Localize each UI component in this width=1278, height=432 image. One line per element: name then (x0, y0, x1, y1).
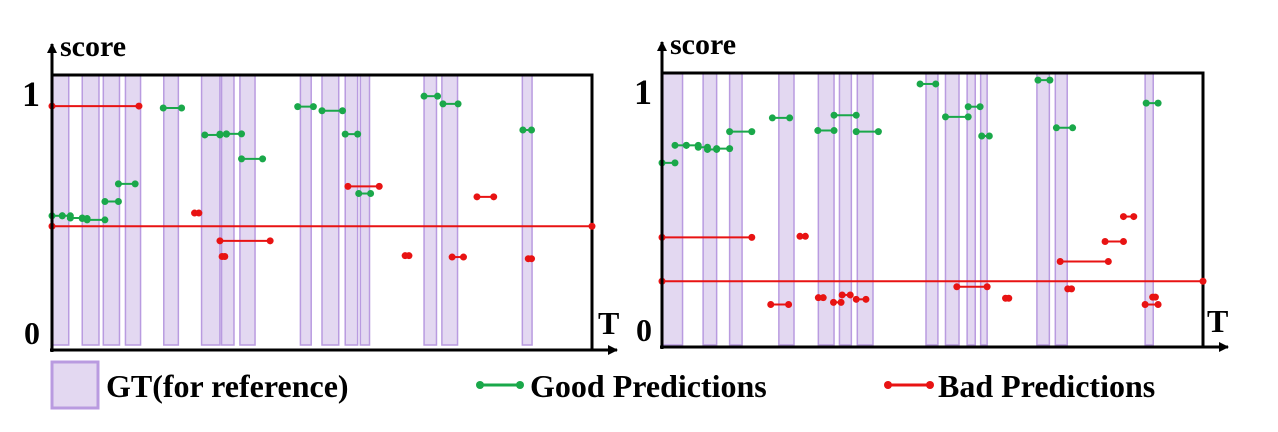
good-prediction (713, 145, 734, 153)
good-prediction (916, 80, 940, 88)
x-axis-label: T (598, 305, 619, 341)
bad-prediction (401, 252, 413, 260)
y-tick-top: 1 (22, 74, 40, 114)
good-prediction (768, 114, 794, 122)
good-prediction (1142, 99, 1162, 107)
legend-good-marker (476, 381, 524, 389)
bad-prediction (767, 301, 793, 309)
bad-prediction (796, 232, 809, 240)
bad-prediction (1141, 301, 1162, 309)
good-prediction (814, 127, 838, 135)
good-prediction (101, 198, 122, 205)
bad-prediction (1101, 238, 1127, 246)
good-prediction (830, 111, 860, 119)
bad-prediction (829, 298, 845, 306)
gt-region (299, 74, 312, 346)
bad-prediction (473, 193, 498, 201)
gt-regions (51, 74, 533, 346)
bad-prediction (1119, 213, 1138, 221)
good-predictions (658, 76, 1162, 167)
gt-region (124, 74, 142, 346)
bad-prediction (218, 253, 229, 260)
bad-prediction (1149, 293, 1159, 301)
gt-region (344, 74, 359, 346)
gt-region (81, 74, 100, 346)
gt-region (441, 74, 459, 346)
y-tick-top: 1 (634, 72, 652, 112)
bad-prediction (48, 222, 596, 230)
bad-prediction (524, 255, 536, 263)
y-axis-label: score (670, 28, 736, 61)
chart-panel-right: score T 1 0 (634, 28, 1229, 352)
bad-prediction (838, 291, 854, 299)
gt-region (423, 74, 438, 346)
bad-prediction (448, 253, 467, 261)
y-tick-bottom: 0 (636, 312, 652, 348)
good-predictions (48, 92, 536, 224)
y-axis-label: score (60, 30, 126, 63)
gt-region (220, 74, 235, 346)
bad-prediction (1002, 294, 1013, 302)
bad-prediction (191, 209, 203, 217)
good-prediction (341, 130, 362, 138)
gt-region (944, 72, 960, 346)
gt-region (200, 74, 221, 346)
bad-prediction (216, 237, 274, 245)
good-prediction (1034, 76, 1054, 84)
x-axis-label: T (1207, 303, 1228, 339)
good-prediction (222, 130, 246, 138)
y-tick-bottom: 0 (24, 315, 40, 351)
gt-region (359, 74, 371, 346)
good-prediction (238, 155, 267, 163)
good-prediction (941, 113, 972, 121)
bad-predictions (658, 213, 1207, 309)
good-prediction (114, 180, 139, 188)
good-prediction (726, 128, 756, 136)
bad-prediction (852, 295, 870, 303)
gt-region (925, 72, 939, 346)
gt-regions (661, 72, 1154, 346)
good-prediction (83, 216, 109, 224)
good-prediction (159, 104, 186, 112)
good-prediction (355, 190, 375, 198)
bad-prediction (953, 283, 991, 291)
legend-gt-swatch (50, 360, 100, 410)
gt-region (1036, 72, 1051, 346)
legend-good-label: Good Predictions (530, 368, 767, 404)
gt-region (163, 74, 180, 346)
good-prediction (978, 132, 993, 140)
bad-prediction (1064, 285, 1076, 293)
gt-region (702, 72, 718, 346)
gt-region (102, 74, 121, 346)
good-prediction (420, 92, 442, 100)
gt-region (51, 74, 70, 346)
legend-gt-label: GT(for reference) (106, 368, 349, 404)
good-prediction (658, 159, 679, 167)
gt-region (856, 72, 874, 346)
bad-prediction (344, 182, 383, 190)
gt-region (661, 72, 684, 346)
bad-predictions (48, 102, 596, 263)
good-prediction (1052, 124, 1077, 132)
legend: GT(for reference) Good Predictions Bad P… (50, 360, 1155, 410)
gt-region (521, 74, 533, 346)
gt-region (239, 74, 256, 346)
legend-bad-label: Bad Predictions (938, 368, 1155, 404)
good-prediction (294, 103, 317, 111)
legend-bad-marker (884, 381, 934, 389)
gt-region (321, 74, 340, 346)
good-prediction (519, 126, 536, 134)
bad-prediction (814, 294, 827, 302)
good-prediction (852, 128, 882, 136)
good-prediction (964, 103, 984, 111)
gt-region (979, 72, 988, 346)
good-prediction (439, 100, 462, 108)
bad-prediction (1056, 258, 1112, 266)
gt-region (1054, 72, 1068, 346)
chart-panel-left: score T 1 0 (22, 30, 619, 355)
good-prediction (318, 107, 347, 115)
gt-region (728, 72, 743, 346)
